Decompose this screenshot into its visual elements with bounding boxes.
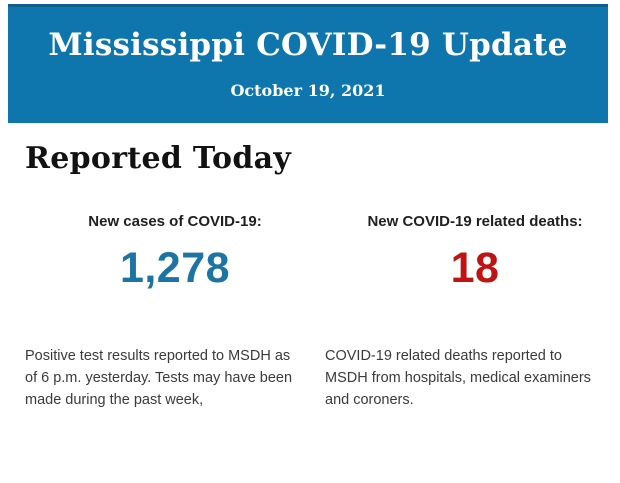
new-deaths-label: New COVID-19 related deaths: bbox=[367, 213, 583, 230]
stats-columns: New cases of COVID-19: 1,278 Positive te… bbox=[25, 213, 595, 411]
new-cases-description: Positive test results reported to MSDH a… bbox=[25, 348, 293, 408]
main-content: Reported Today New cases of COVID-19: 1,… bbox=[0, 141, 620, 411]
new-cases-value: 1,278 bbox=[119, 244, 231, 292]
new-deaths-description: COVID-19 related deaths reported to MSDH… bbox=[325, 348, 591, 408]
page-title: Mississippi COVID-19 Update bbox=[48, 27, 568, 63]
report-date: October 19, 2021 bbox=[230, 81, 386, 100]
section-heading: Reported Today bbox=[25, 141, 292, 176]
new-deaths-value: 18 bbox=[450, 244, 500, 292]
new-deaths-column: New COVID-19 related deaths: 18 COVID-19… bbox=[325, 213, 605, 411]
new-cases-column: New cases of COVID-19: 1,278 Positive te… bbox=[25, 213, 305, 411]
header-banner: Mississippi COVID-19 Update October 19, … bbox=[8, 4, 608, 123]
new-cases-label: New cases of COVID-19: bbox=[88, 213, 262, 230]
